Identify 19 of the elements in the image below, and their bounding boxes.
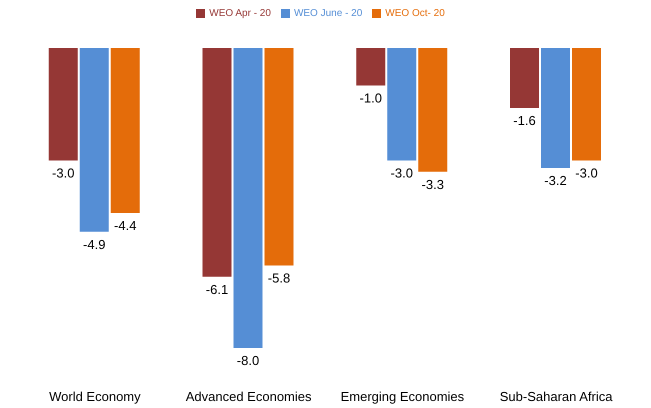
x-tick-label: Sub-Saharan Africa [500,389,614,404]
data-label: -4.4 [114,218,136,233]
legend-label: WEO June - 20 [294,8,362,19]
data-label: -3.0 [52,166,74,180]
legend-label: WEO Apr - 20 [209,8,271,19]
x-tick-label: Emerging Economies [340,389,465,404]
data-label: -4.9 [83,236,106,252]
data-label: -1.6 [513,113,536,128]
x-tick-label: World Economy [49,389,142,404]
legend-label: WEO Oct- 20 [385,8,445,19]
data-label: -5.8 [268,270,290,286]
data-label: -8.0 [236,353,260,368]
data-label: -1.0 [360,90,382,106]
x-tick-label: Advanced Economies [186,389,312,404]
data-label: -3.3 [422,176,444,192]
data-label: -3.0 [575,166,598,180]
data-label: -3.0 [390,166,413,180]
data-label: -6.1 [206,282,228,297]
data-label: -3.2 [544,173,567,188]
